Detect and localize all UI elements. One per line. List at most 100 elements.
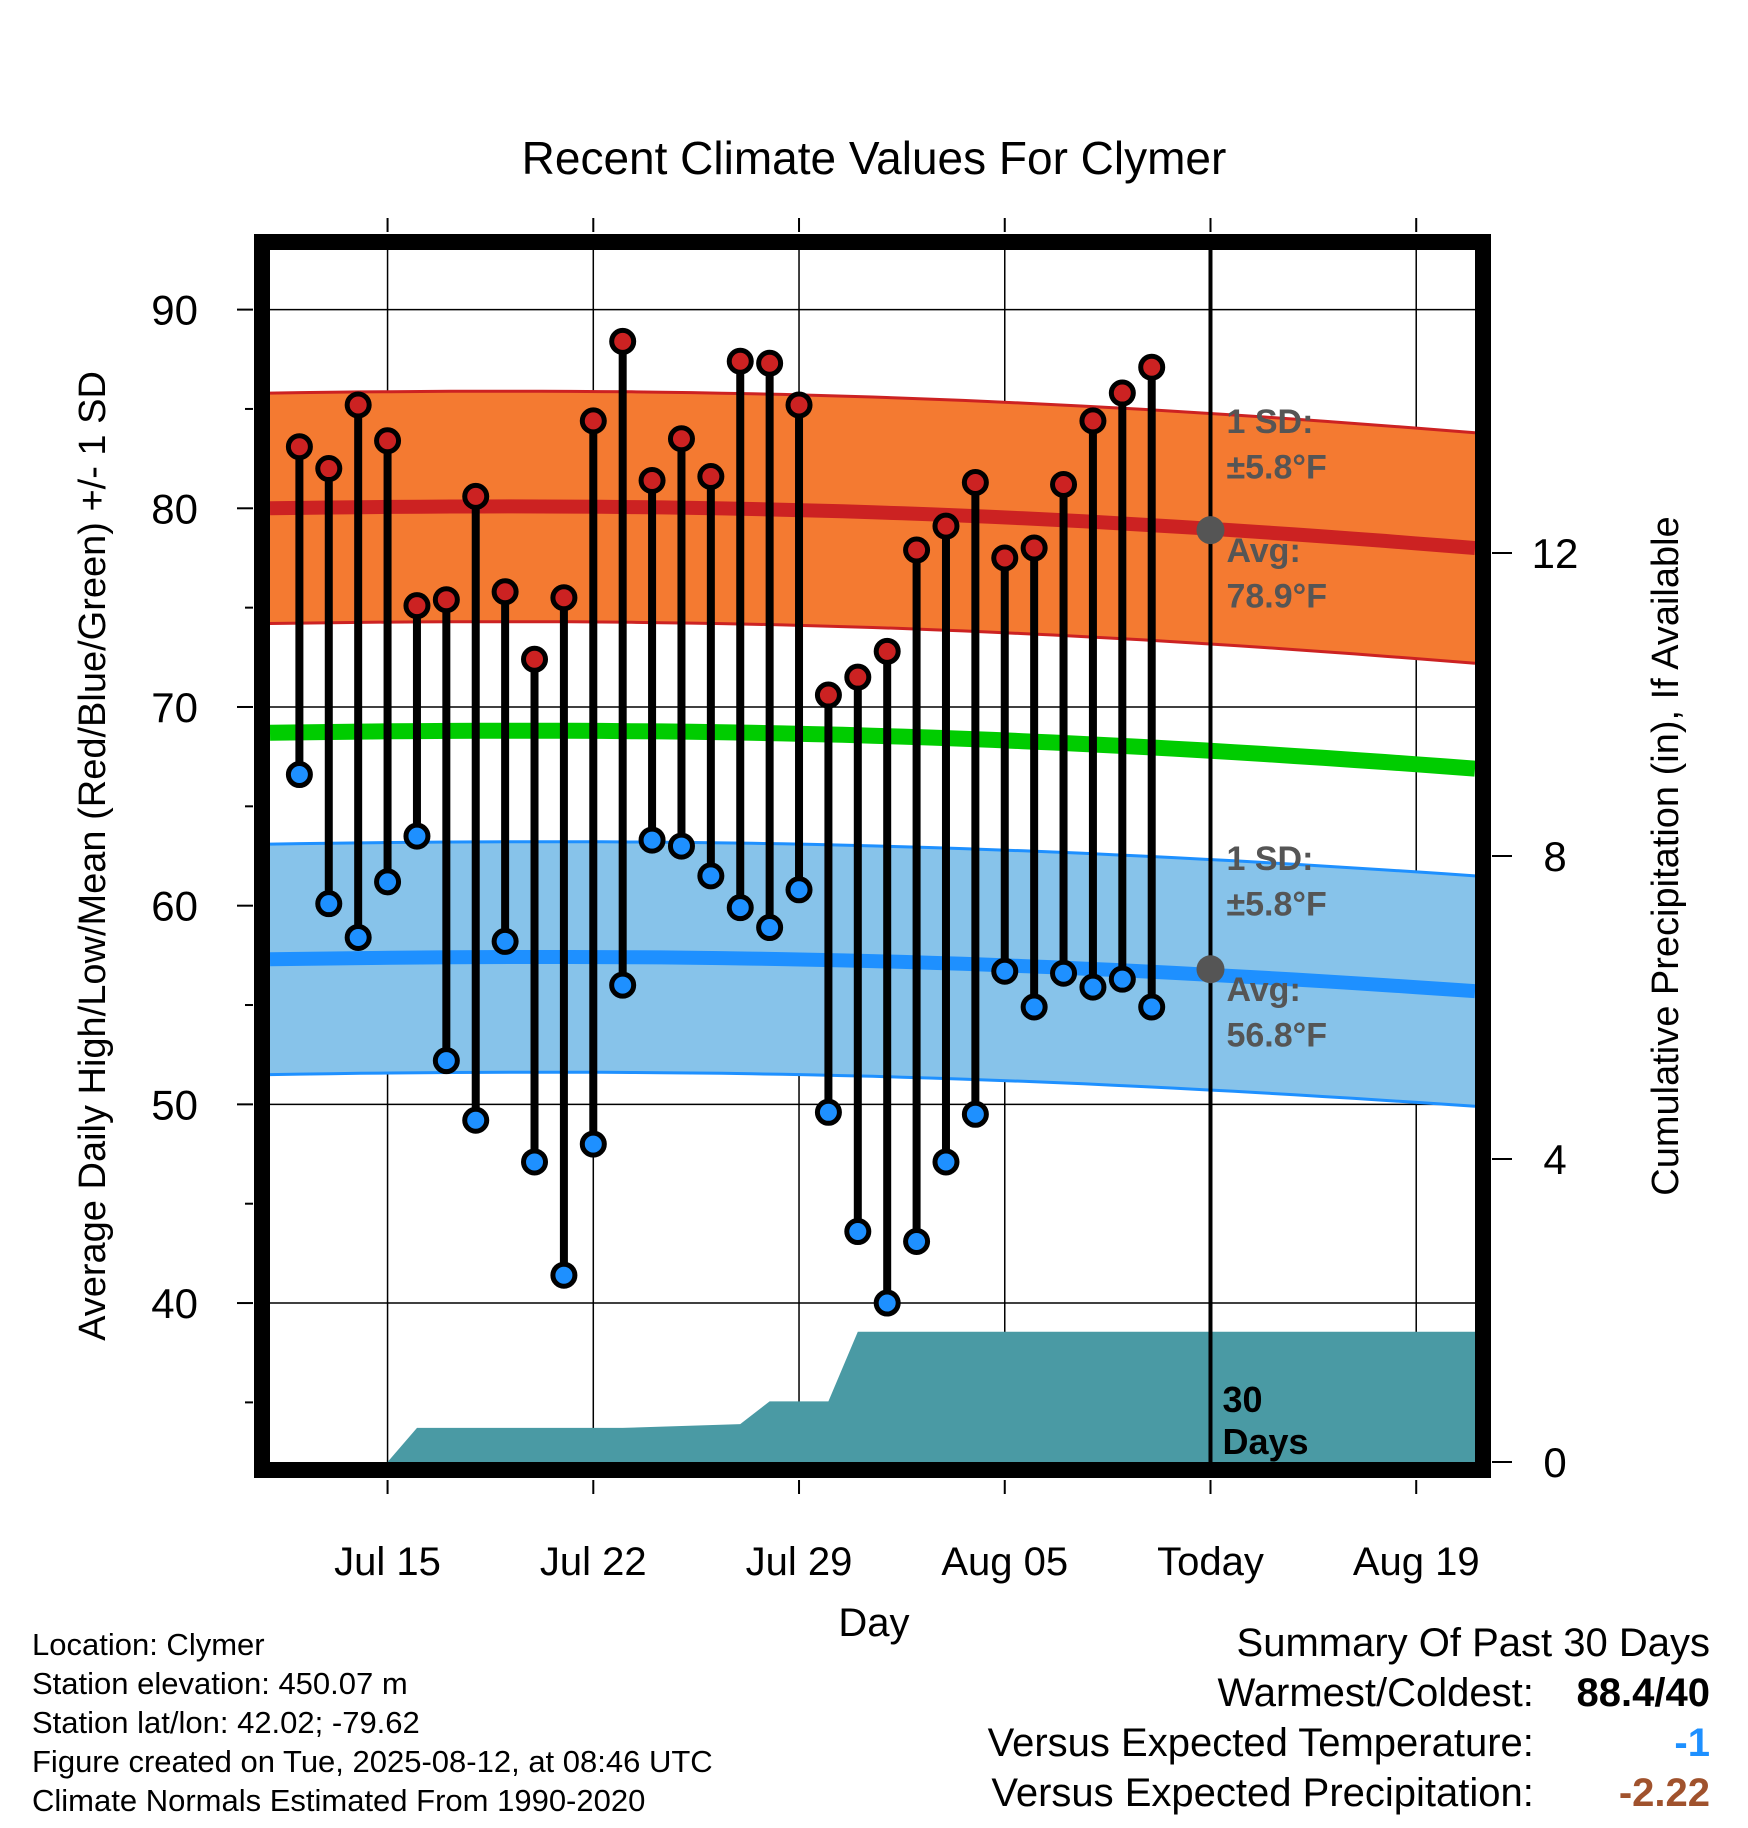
plot-area [270, 0, 1475, 1462]
high-point [550, 584, 578, 612]
high-point [814, 681, 842, 709]
y-tick-label: 90 [151, 287, 198, 334]
today-high-normal-marker [1196, 516, 1225, 545]
low-sd-band [270, 841, 1475, 1107]
high-avg-label: Avg: [1226, 532, 1300, 570]
high-point [374, 427, 402, 455]
high-point [844, 663, 872, 691]
low-point [961, 1100, 989, 1128]
high-sd-label: 1 SD: [1226, 403, 1313, 441]
high-point [1050, 470, 1078, 498]
y2-tick-label: 0 [1543, 1439, 1566, 1486]
station-info: Location: Clymer Station elevation: 450.… [32, 1625, 713, 1820]
info-normals: Climate Normals Estimated From 1990-2020 [32, 1783, 646, 1818]
low-point [609, 971, 637, 999]
low-point [1020, 993, 1048, 1021]
days-count-label: 30 [1222, 1379, 1262, 1420]
low-avg-label: Avg: [1226, 971, 1300, 1009]
low-point [432, 1047, 460, 1075]
high-point [1079, 407, 1107, 435]
high-point [403, 592, 431, 620]
y-tick-label: 60 [151, 883, 198, 930]
info-created: Figure created on Tue, 2025-08-12, at 08… [32, 1744, 713, 1779]
y-tick-label: 80 [151, 485, 198, 532]
y-tick-label: 40 [151, 1280, 198, 1327]
y-tick-label: 70 [151, 684, 198, 731]
summary-warmest-value: 88.4/40 [1576, 1671, 1710, 1715]
low-point [756, 914, 784, 942]
high-sd-upper [270, 389, 1475, 435]
high-point [991, 544, 1019, 572]
high-point [1020, 534, 1048, 562]
summary-precip-value: -2.22 [1618, 1771, 1710, 1815]
high-point [344, 391, 372, 419]
high-point [521, 645, 549, 673]
low-point [550, 1261, 578, 1289]
plot-frame [254, 234, 1491, 1478]
low-point [903, 1227, 931, 1255]
y2-tick-label: 12 [1532, 530, 1579, 577]
summary-warmest-label: Warmest/Coldest: [1217, 1671, 1534, 1715]
high-point [491, 578, 519, 606]
high-point [579, 407, 607, 435]
low-point [462, 1106, 490, 1134]
high-point [1138, 353, 1166, 381]
low-point [1170, 0, 1192, 11]
low-point [521, 1148, 549, 1176]
y2-tick-label: 4 [1543, 1136, 1566, 1183]
low-point [667, 832, 695, 860]
y2-tick-label: 8 [1543, 833, 1566, 880]
high-point [462, 482, 490, 510]
y-axis-label: Average Daily High/Low/Mean (Red/Blue/Gr… [72, 371, 114, 1341]
low-point [932, 1148, 960, 1176]
low-sd-upper [270, 840, 1475, 878]
low-normal-line [270, 950, 1475, 999]
x-tick-label: Jul 29 [746, 1540, 853, 1584]
high-point [1170, 0, 1192, 11]
summary-temp-label: Versus Expected Temperature: [987, 1721, 1534, 1765]
summary-precip-row: Versus Expected Precipitation: -2.22 [988, 1768, 1710, 1818]
y2-axis-label: Cumulative Precipitation (in), If Availa… [1645, 516, 1687, 1195]
today-low-normal-marker [1196, 955, 1225, 984]
x-tick-label: Today [1157, 1540, 1264, 1584]
low-point [1050, 959, 1078, 987]
high-sd-value: ±5.8°F [1226, 448, 1326, 486]
high-point [432, 586, 460, 614]
high-point [638, 466, 666, 494]
low-point [491, 927, 519, 955]
high-point [785, 391, 813, 419]
summary-temp-row: Versus Expected Temperature: -1 [988, 1718, 1710, 1768]
low-point [285, 761, 313, 789]
high-point [285, 433, 313, 461]
high-point [726, 347, 754, 375]
chart-title: Recent Climate Values For Clymer [522, 132, 1227, 184]
high-point [315, 455, 343, 483]
low-point [403, 822, 431, 850]
x-axis-label: Day [838, 1601, 909, 1645]
x-tick-label: Jul 22 [540, 1540, 647, 1584]
summary-temp-value: -1 [1674, 1721, 1710, 1765]
high-point [756, 349, 784, 377]
days-word-label: Days [1222, 1421, 1308, 1462]
high-point [1108, 379, 1136, 407]
low-point [638, 826, 666, 854]
low-avg-value: 56.8°F [1226, 1017, 1327, 1055]
high-avg-value: 78.9°F [1226, 578, 1327, 616]
summary-title: Summary Of Past 30 Days [1236, 1621, 1710, 1665]
x-tick-label: Aug 19 [1353, 1540, 1480, 1584]
y-tick-label: 50 [151, 1081, 198, 1128]
mean-normal-line [270, 722, 1475, 777]
high-point [873, 637, 901, 665]
low-sd-label: 1 SD: [1226, 840, 1313, 878]
low-point [1138, 993, 1166, 1021]
low-sd-lower [270, 1070, 1475, 1108]
high-sd-lower [270, 620, 1475, 665]
x-tick-label: Jul 15 [334, 1540, 441, 1584]
summary-warmest-row: Warmest/Coldest: 88.4/40 [988, 1668, 1711, 1718]
info-latlon: Station lat/lon: 42.02; -79.62 [32, 1705, 420, 1740]
high-point [903, 536, 931, 564]
low-point [374, 868, 402, 896]
low-point [991, 957, 1019, 985]
low-point [344, 923, 372, 951]
